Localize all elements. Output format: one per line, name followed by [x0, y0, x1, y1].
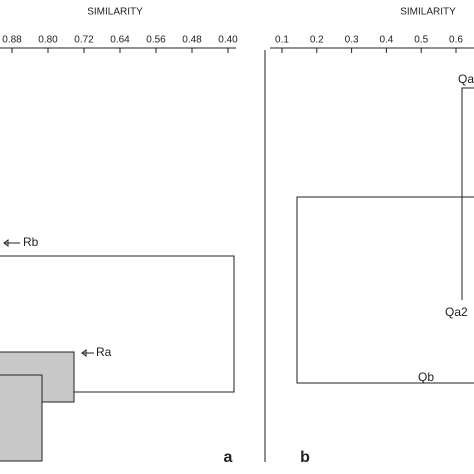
dendrogram-link [296, 196, 474, 384]
label: Rb [23, 235, 39, 249]
tick-label: 0.5 [414, 35, 428, 46]
ticks: 0.88 0.80 0.72 0.64 0.56 0.48 0.40 [2, 35, 238, 53]
axis-title: SIMILARITY [87, 7, 143, 18]
tick-label: 0.6 [449, 35, 463, 46]
label: Ra [96, 345, 112, 359]
panel-letter: a [224, 449, 233, 466]
tick-label: 0.40 [218, 35, 238, 46]
tick-label: 0.64 [110, 35, 130, 46]
tick-label: 0.4 [379, 35, 393, 46]
tick-label: 0.48 [182, 35, 202, 46]
tick-label: 0.1 [275, 35, 289, 46]
tick-label: 0.80 [38, 35, 58, 46]
tick-label: 0.2 [310, 35, 324, 46]
label: Qa2 [445, 305, 468, 319]
dendrogram-link [461, 87, 474, 300]
arrow [81, 349, 94, 357]
dendrogram-link [0, 255, 235, 393]
tick-label: 0.3 [345, 35, 359, 46]
axis-title: SIMILARITY [400, 7, 456, 18]
arrow [3, 239, 20, 247]
tick-label: 0.56 [146, 35, 166, 46]
label: Qa [458, 72, 474, 86]
cluster-box [0, 374, 43, 462]
tick-label: 0.72 [74, 35, 94, 46]
panel-letter: b [300, 449, 310, 466]
tick-label: 0.88 [2, 35, 22, 46]
ticks: 0.1 0.2 0.3 0.4 0.5 0.6 [275, 35, 463, 53]
label: Qb [418, 370, 434, 384]
